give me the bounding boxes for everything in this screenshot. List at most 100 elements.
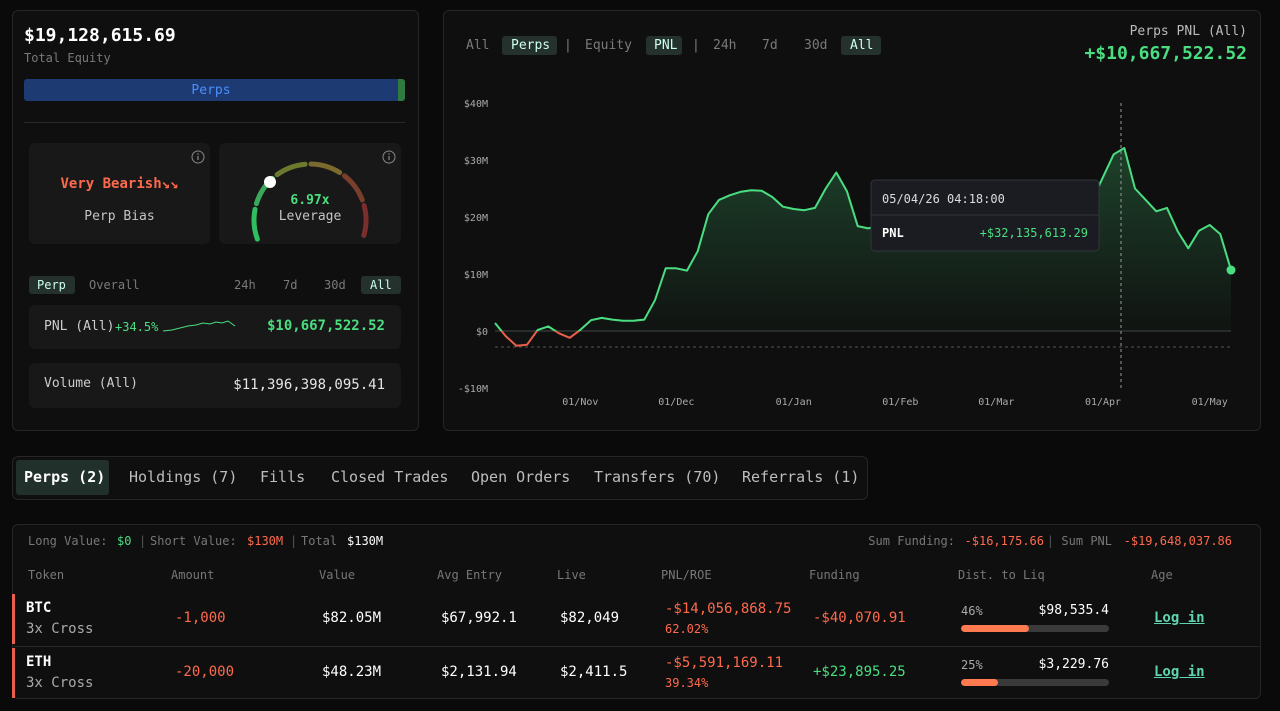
chart-filter[interactable]: All	[466, 38, 490, 53]
chart-filter[interactable]: 30d	[804, 38, 828, 53]
funding: -$40,070.91	[813, 610, 906, 626]
summary-short-value: $130M	[247, 534, 284, 548]
chart-filter[interactable]: Equity	[585, 38, 632, 53]
row-divider	[12, 646, 1260, 647]
live: $82,049	[560, 610, 620, 626]
pnl-change: +34.5%	[115, 320, 159, 334]
filter-perp[interactable]: Perp	[37, 278, 66, 292]
dist-bar	[961, 679, 998, 686]
column-header: PNL/ROE	[661, 568, 712, 582]
active-pill	[29, 276, 75, 294]
column-header: Age	[1151, 568, 1173, 582]
volume-value: $11,396,398,095.41	[233, 377, 385, 393]
token: BTC	[26, 600, 52, 616]
dist-pct: 46%	[961, 604, 983, 618]
active-tab	[16, 460, 109, 495]
separator: |	[692, 38, 700, 53]
allocation-label: Perps	[191, 83, 231, 98]
tab[interactable]: Perps (2)	[24, 468, 106, 486]
summary-funding-label: Sum Funding:	[868, 534, 955, 548]
summary-total-label: Total	[301, 534, 338, 548]
filter-period[interactable]: 30d	[324, 278, 346, 292]
leverage-value: 6.97x	[290, 193, 330, 208]
column-header: Dist. to Liq	[958, 568, 1045, 582]
amount: -1,000	[175, 610, 226, 626]
volume-card	[29, 363, 401, 408]
column-header: Avg Entry	[437, 568, 503, 582]
chart-filter[interactable]: All	[850, 38, 874, 53]
value: $82.05M	[322, 610, 382, 626]
leverage-card	[219, 143, 401, 244]
login-link[interactable]: Log in	[1154, 664, 1205, 680]
avg-entry: $67,992.1	[441, 610, 517, 626]
pnl-label: PNL (All)	[44, 319, 115, 334]
filter-period[interactable]: 7d	[283, 278, 298, 292]
divider	[24, 122, 405, 123]
amount: -20,000	[175, 664, 235, 680]
column-header: Amount	[171, 568, 215, 582]
positions-panel	[12, 524, 1261, 699]
margin-mode: 3x Cross	[26, 621, 94, 637]
summary-long-label: Long Value:	[28, 534, 108, 548]
tab[interactable]: Referrals (1)	[742, 468, 860, 486]
tab[interactable]: Holdings (7)	[129, 468, 238, 486]
value: $48.23M	[322, 664, 382, 680]
column-header: Value	[319, 568, 356, 582]
bias-value: Very Bearish↘↘	[60, 176, 179, 192]
active-pill	[361, 276, 401, 294]
volume-label: Volume (All)	[44, 376, 138, 391]
column-header: Funding	[809, 568, 860, 582]
summary-pnl-value: -$19,648,037.86	[1123, 534, 1232, 548]
tab[interactable]: Open Orders	[471, 468, 571, 486]
liq-price: $3,229.76	[1038, 657, 1109, 672]
live: $2,411.5	[560, 664, 628, 680]
summary-separator: |	[1046, 534, 1054, 548]
chart-filter[interactable]: 24h	[713, 38, 737, 53]
pnl: -$14,056,868.75	[665, 601, 792, 617]
summary-separator: |	[139, 534, 147, 548]
tab[interactable]: Transfers (70)	[594, 468, 721, 486]
row-accent	[12, 594, 15, 644]
tab-bar	[12, 456, 868, 500]
avg-entry: $2,131.94	[441, 664, 517, 680]
row-accent	[12, 648, 15, 698]
leverage-label: Leverage	[278, 209, 342, 224]
pnl-value: $10,667,522.52	[266, 318, 385, 334]
summary-pnl-label: Sum PNL	[1061, 534, 1112, 548]
dist-bar	[961, 625, 1030, 632]
active-pill	[646, 36, 682, 55]
dist-track	[961, 679, 1109, 686]
liq-price: $98,535.4	[1038, 603, 1109, 618]
column-header: Token	[28, 568, 65, 582]
dist-pct: 25%	[961, 658, 983, 672]
active-pill	[841, 36, 881, 55]
tab[interactable]: Closed Trades	[331, 468, 449, 486]
chart-filter[interactable]: PNL	[654, 38, 678, 53]
filter-overall[interactable]: Overall	[89, 278, 140, 292]
pnl: -$5,591,169.11	[665, 655, 784, 671]
login-link[interactable]: Log in	[1154, 610, 1205, 626]
chart-panel	[443, 10, 1261, 431]
summary-separator: |	[290, 534, 298, 548]
funding: +$23,895.25	[813, 664, 906, 680]
summary-total-value: $130M	[347, 534, 384, 548]
chart-header-value: +$10,667,522.52	[1084, 43, 1247, 64]
bias-label: Perp Bias	[84, 209, 155, 224]
summary-long-value: $0	[117, 534, 132, 548]
separator: |	[564, 38, 572, 53]
filter-period[interactable]: All	[370, 278, 392, 292]
roe: 39.34%	[665, 676, 709, 690]
roe: 62.02%	[665, 622, 709, 636]
chart-filter[interactable]: Perps	[511, 38, 551, 53]
active-pill	[502, 36, 557, 55]
filter-period[interactable]: 24h	[234, 278, 256, 292]
allocation-bar: Perps	[24, 79, 405, 101]
chart-header-label: Perps PNL (All)	[1129, 24, 1247, 39]
tab[interactable]: Fills	[260, 468, 306, 486]
summary-short-label: Short Value:	[150, 534, 237, 548]
summary-funding-value: -$16,175.66	[964, 534, 1044, 548]
chart-filter[interactable]: 7d	[762, 38, 778, 53]
total-equity-label: Total Equity	[24, 51, 111, 65]
column-header: Live	[557, 568, 586, 582]
